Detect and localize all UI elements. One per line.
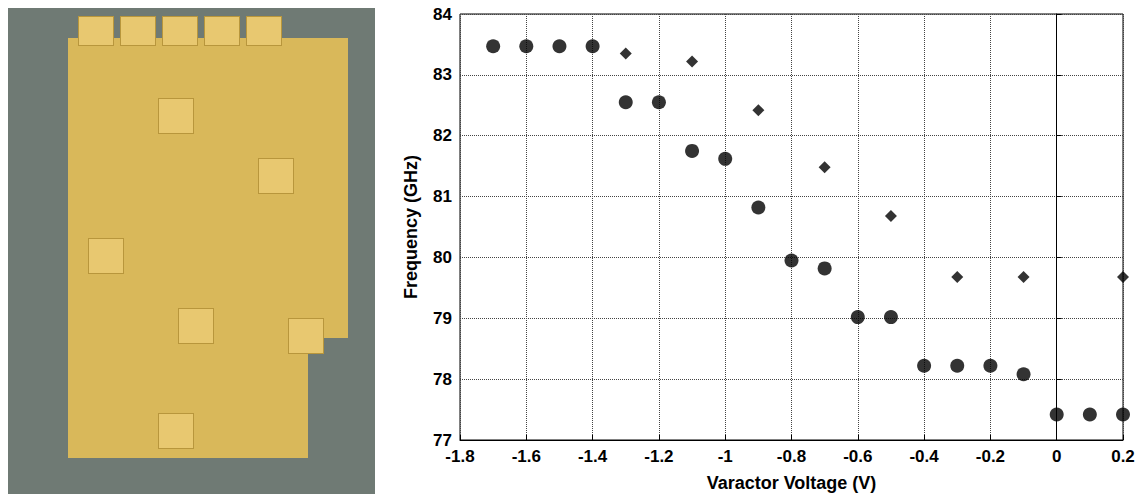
svg-text:0: 0	[1052, 447, 1061, 466]
svg-text:81: 81	[433, 187, 452, 206]
svg-text:79: 79	[433, 309, 452, 328]
svg-text:0.2: 0.2	[1111, 447, 1135, 466]
svg-text:Frequency (GHz): Frequency (GHz)	[401, 155, 421, 299]
svg-text:84: 84	[433, 5, 452, 24]
svg-text:-0.6: -0.6	[843, 447, 872, 466]
svg-text:-1.6: -1.6	[512, 447, 541, 466]
svg-text:80: 80	[433, 248, 452, 267]
svg-text:83: 83	[433, 65, 452, 84]
svg-text:-1.4: -1.4	[578, 447, 608, 466]
svg-text:-0.4: -0.4	[909, 447, 939, 466]
svg-text:78: 78	[433, 370, 452, 389]
svg-text:-1: -1	[718, 447, 733, 466]
svg-text:-1.8: -1.8	[445, 447, 474, 466]
svg-text:-0.8: -0.8	[777, 447, 806, 466]
svg-text:-0.2: -0.2	[976, 447, 1005, 466]
svg-text:82: 82	[433, 126, 452, 145]
svg-text:Varactor Voltage (V): Varactor Voltage (V)	[707, 473, 877, 493]
svg-text:77: 77	[433, 430, 452, 450]
svg-text:-1.2: -1.2	[644, 447, 673, 466]
